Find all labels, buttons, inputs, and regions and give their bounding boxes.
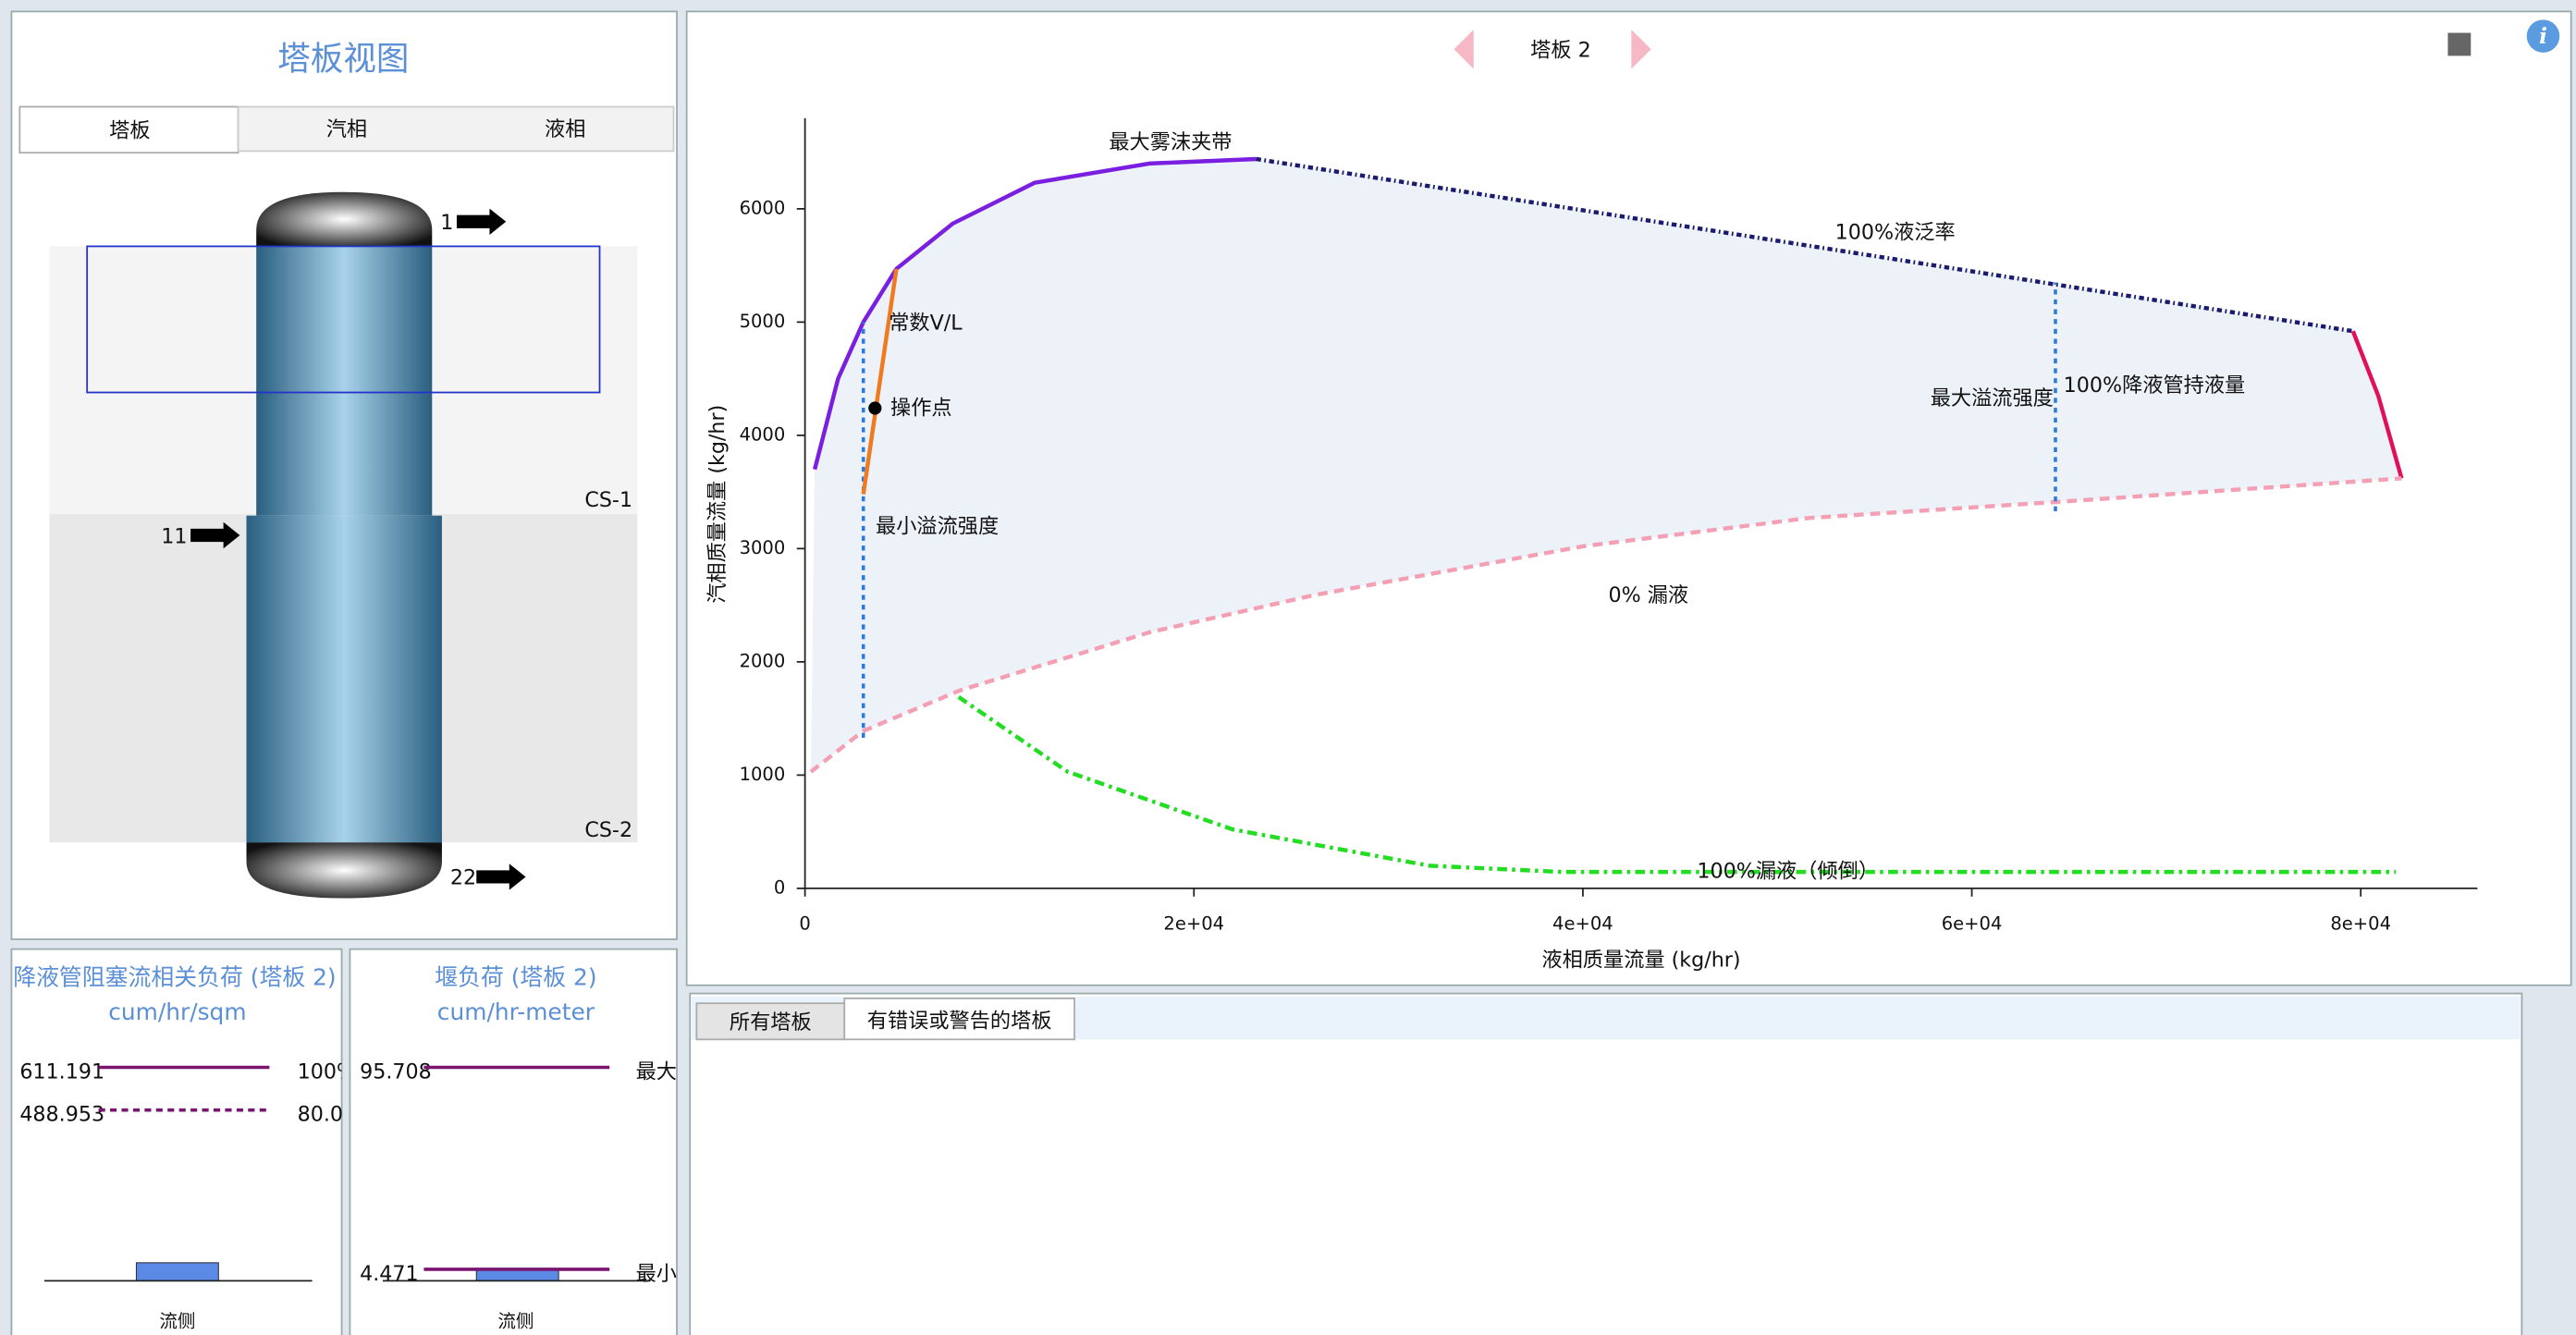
panel-title: 降液管阻塞流相关负荷 (塔板 2) (13, 964, 336, 991)
x-axis-label: 液相质量流量 (kg/hr) (1541, 949, 1740, 973)
y-tick-label: 3000 (740, 537, 786, 558)
column-bottom-cap (246, 842, 442, 899)
x-tick-label: 2e+04 (1163, 912, 1224, 934)
column-section (256, 246, 433, 516)
prev-stage-button[interactable] (1454, 29, 1474, 69)
load-panel-content: 降液管阻塞流相关负荷 (塔板 2) cum/hr/sqm 611.191 488… (13, 964, 362, 1332)
stage-list-pane (689, 992, 2523, 1335)
x-tick-label: 4e+04 (1552, 912, 1613, 934)
curve-label: 最大溢流强度 (1931, 386, 2054, 410)
value-label: 4.471 (360, 1262, 419, 1286)
y-tick-label: 1000 (740, 764, 786, 785)
panel-title: 堰负荷 (塔板 2) (435, 964, 596, 991)
curve (957, 695, 2397, 875)
curve (2350, 330, 2404, 480)
panel-unit: cum/hr/sqm (108, 998, 246, 1025)
annotation: 100%降液管持液量 (2064, 374, 2246, 398)
limit-label: 80.0% (298, 1103, 362, 1127)
section-label: CS-2 (584, 818, 632, 842)
operating-point (868, 401, 882, 415)
limit-label: 100% (298, 1059, 356, 1084)
y-tick-label: 4000 (740, 423, 786, 445)
curve (861, 268, 899, 495)
tab[interactable] (695, 1002, 846, 1041)
next-stage-button[interactable] (1631, 29, 1651, 69)
stage-label: 22 (450, 866, 476, 890)
limit-label: 最小 (636, 1262, 677, 1286)
curve-label: 100%漏液（倾倒） (1697, 860, 1879, 884)
curve-label: 0% 漏液 (1608, 583, 1688, 607)
y-tick-label: 6000 (740, 197, 786, 218)
x-tick-label: 6e+04 (1942, 912, 2003, 934)
curve-label: 最大雾沫夹带 (1109, 130, 1232, 154)
panel-footer: 流侧 (159, 1310, 195, 1331)
panel-unit: cum/hr-meter (437, 998, 595, 1025)
stage-title: 塔板 2 (1530, 39, 1591, 63)
tab-active[interactable] (843, 998, 1075, 1041)
tab[interactable]: 塔板 (109, 119, 150, 143)
curve (809, 476, 2402, 774)
x-tick-label: 8e+04 (2330, 912, 2391, 934)
panel-footer: 流侧 (497, 1310, 534, 1331)
stage-label: 1 (440, 211, 453, 235)
curve-label: 最小溢流强度 (876, 515, 999, 539)
stage-label: 11 (161, 524, 187, 548)
tab[interactable]: 液相 (545, 117, 585, 141)
column-section (246, 515, 442, 843)
curve-label: 操作点 (890, 397, 952, 421)
settings-icon[interactable] (2447, 32, 2472, 56)
tab-label[interactable]: 有错误或警告的塔板 (867, 1009, 1052, 1033)
y-tick-label: 2000 (740, 650, 786, 671)
curve-label: 常数V/L (889, 311, 963, 335)
y-tick-label: 5000 (740, 311, 786, 332)
tab-strip (237, 105, 675, 153)
load-bar (475, 1268, 559, 1281)
selected-tray-box[interactable] (86, 245, 601, 394)
y-axis-label: 汽相质量流量 (kg/hr) (705, 405, 730, 604)
value-label: 611.191 (19, 1059, 104, 1084)
y-tick-label: 0 (774, 876, 785, 898)
x-tick-label: 0 (799, 912, 810, 934)
panel-title: 塔板视图 (277, 41, 409, 79)
limit-label: 最大 (636, 1059, 677, 1084)
load-panel-content: 堰负荷 (塔板 2) cum/hr-meter 95.708 4.471 最大 … (360, 964, 677, 1332)
tab[interactable]: 汽相 (326, 117, 367, 141)
tab-label[interactable]: 所有塔板 (730, 1010, 812, 1035)
arrow (476, 863, 526, 890)
curve-label: 100%液泛率 (1835, 221, 1956, 245)
tab-active[interactable] (18, 105, 239, 154)
chart: 0 2e+04 4e+04 6e+04 8e+04 0 1000 2000 3000 4000 50… (740, 117, 2478, 934)
load-bar (135, 1262, 219, 1281)
section-label: CS-1 (584, 488, 632, 512)
value-label: 95.708 (360, 1059, 432, 1084)
value-label: 488.953 (19, 1103, 104, 1127)
arrow (190, 521, 240, 549)
info-glyph: i (2539, 24, 2547, 49)
curve (812, 156, 1257, 471)
column-top-cap (256, 191, 433, 247)
info-icon[interactable] (2526, 19, 2560, 53)
curve (1256, 156, 2354, 334)
arrow (456, 208, 507, 235)
